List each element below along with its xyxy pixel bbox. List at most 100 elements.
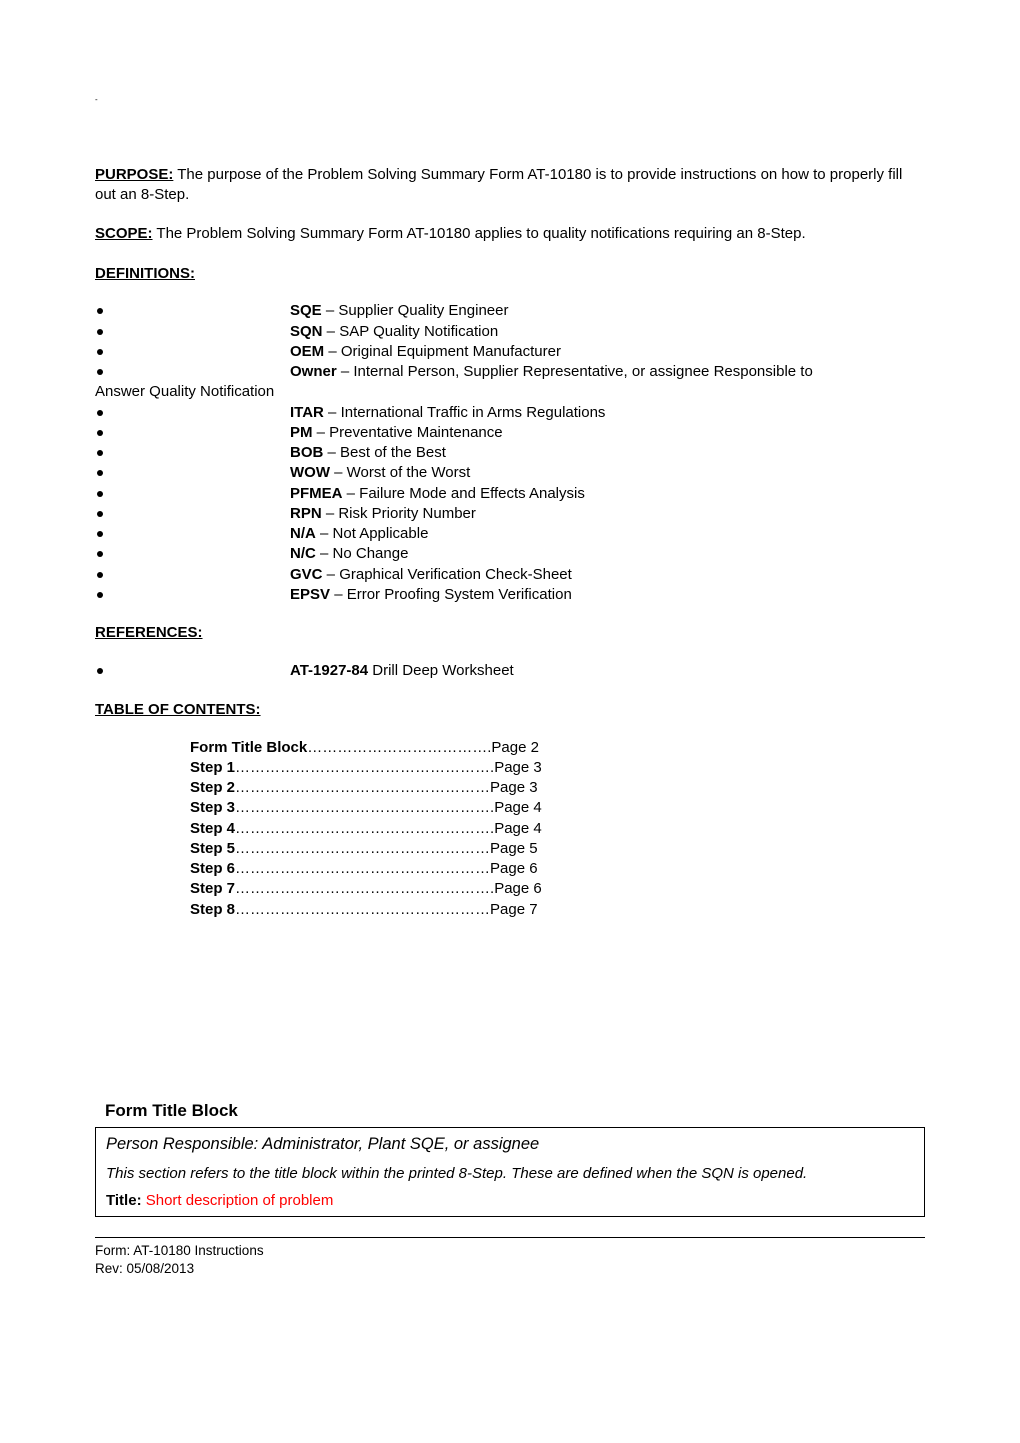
definition-term: SQE bbox=[290, 302, 322, 319]
bullet-cell bbox=[95, 565, 290, 585]
toc-dots: …………………………………………… bbox=[235, 839, 490, 859]
bullet-icon bbox=[97, 430, 103, 436]
bullet-icon bbox=[97, 668, 103, 674]
definition-text: Owner – Internal Person, Supplier Repres… bbox=[290, 362, 925, 382]
definition-item: GVC – Graphical Verification Check-Sheet bbox=[95, 565, 925, 585]
scope-paragraph: SCOPE: The Problem Solving Summary Form … bbox=[95, 224, 925, 244]
definition-term: GVC bbox=[290, 566, 323, 583]
bullet-cell bbox=[95, 443, 290, 463]
bullet-cell bbox=[95, 504, 290, 524]
toc-row: Form Title Block……………………………….Page 2 bbox=[190, 738, 925, 758]
definition-desc: – Risk Priority Number bbox=[322, 505, 476, 522]
bullet-cell bbox=[95, 342, 290, 362]
toc-row: Step 7…………………………………………….Page 6 bbox=[190, 879, 925, 899]
definition-desc: – International Traffic in Arms Regulati… bbox=[324, 404, 606, 421]
references-list: AT-1927-84 Drill Deep Worksheet bbox=[95, 661, 925, 681]
definition-text: RPN – Risk Priority Number bbox=[290, 504, 925, 524]
definition-desc: – Failure Mode and Effects Analysis bbox=[343, 485, 585, 502]
toc-page: Page 3 bbox=[490, 778, 538, 798]
table-of-contents: Form Title Block……………………………….Page 2 Step … bbox=[190, 738, 925, 920]
definition-item: OEM – Original Equipment Manufacturer bbox=[95, 342, 925, 362]
toc-dots: ………………………………. bbox=[307, 738, 491, 758]
definition-item: RPN – Risk Priority Number bbox=[95, 504, 925, 524]
definition-term: EPSV bbox=[290, 586, 330, 603]
bullet-cell bbox=[95, 403, 290, 423]
definition-text: SQE – Supplier Quality Engineer bbox=[290, 301, 925, 321]
footer-divider bbox=[95, 1237, 925, 1238]
definition-term: RPN bbox=[290, 505, 322, 522]
definition-item: ITAR – International Traffic in Arms Reg… bbox=[95, 403, 925, 423]
toc-label: Step 2 bbox=[190, 778, 235, 798]
definition-term: WOW bbox=[290, 464, 330, 481]
definition-term: SQN bbox=[290, 323, 323, 340]
toc-page: Page 7 bbox=[490, 900, 538, 920]
footer-rev: Rev: 05/08/2013 bbox=[95, 1260, 925, 1278]
form-title-block-heading: Form Title Block bbox=[105, 1100, 925, 1122]
definition-text: SQN – SAP Quality Notification bbox=[290, 322, 925, 342]
definitions-heading: DEFINITIONS: bbox=[95, 264, 925, 284]
toc-dots: ……………………………………………. bbox=[235, 758, 494, 778]
toc-dots: ……………………………………………. bbox=[235, 819, 494, 839]
definition-term: PFMEA bbox=[290, 485, 343, 502]
scope-text: The Problem Solving Summary Form AT-1018… bbox=[153, 225, 806, 242]
definition-item: N/A – Not Applicable bbox=[95, 524, 925, 544]
bullet-icon bbox=[97, 410, 103, 416]
toc-row: Step 4…………………………………………….Page 4 bbox=[190, 819, 925, 839]
toc-heading: TABLE OF CONTENTS: bbox=[95, 700, 925, 720]
bullet-icon bbox=[97, 592, 103, 598]
bullet-icon bbox=[97, 450, 103, 456]
definition-text: GVC – Graphical Verification Check-Sheet bbox=[290, 565, 925, 585]
bullet-cell bbox=[95, 301, 290, 321]
definition-desc: – Not Applicable bbox=[316, 525, 429, 542]
toc-page: Page 6 bbox=[490, 859, 538, 879]
toc-row: Step 3…………………………………………….Page 4 bbox=[190, 798, 925, 818]
title-value: Short description of problem bbox=[142, 1192, 334, 1209]
top-mark: - bbox=[95, 95, 925, 105]
reference-item: AT-1927-84 Drill Deep Worksheet bbox=[95, 661, 925, 681]
definition-text: OEM – Original Equipment Manufacturer bbox=[290, 342, 925, 362]
toc-page: Page 2 bbox=[491, 738, 539, 758]
definition-text: ITAR – International Traffic in Arms Reg… bbox=[290, 403, 925, 423]
bullet-cell bbox=[95, 524, 290, 544]
definition-desc: – No Change bbox=[316, 545, 409, 562]
toc-page: Page 5 bbox=[490, 839, 538, 859]
form-title-block-description: This section refers to the title block w… bbox=[106, 1161, 914, 1187]
definition-item: Owner – Internal Person, Supplier Repres… bbox=[95, 362, 925, 382]
bullet-cell bbox=[95, 484, 290, 504]
definition-desc: – Error Proofing System Verification bbox=[330, 586, 572, 603]
toc-page: Page 3 bbox=[494, 758, 542, 778]
definition-term: OEM bbox=[290, 343, 324, 360]
definition-desc: – SAP Quality Notification bbox=[323, 323, 499, 340]
references-heading: REFERENCES: bbox=[95, 623, 925, 643]
definition-desc: – Preventative Maintenance bbox=[313, 424, 503, 441]
toc-row: Step 8……………………………………………Page 7 bbox=[190, 900, 925, 920]
definition-item: N/C – No Change bbox=[95, 544, 925, 564]
scope-label: SCOPE: bbox=[95, 225, 153, 242]
form-title-block-box: Person Responsible: Administrator, Plant… bbox=[95, 1127, 925, 1217]
bullet-cell bbox=[95, 423, 290, 443]
purpose-label: PURPOSE: bbox=[95, 166, 173, 183]
definition-term: ITAR bbox=[290, 404, 324, 421]
purpose-text: The purpose of the Problem Solving Summa… bbox=[95, 166, 902, 203]
bullet-icon bbox=[97, 329, 103, 335]
toc-label: Step 8 bbox=[190, 900, 235, 920]
toc-label: Step 5 bbox=[190, 839, 235, 859]
bullet-icon bbox=[97, 308, 103, 314]
bullet-cell bbox=[95, 661, 290, 681]
bullet-icon bbox=[97, 369, 103, 375]
definition-term: PM bbox=[290, 424, 313, 441]
definition-desc: – Worst of the Worst bbox=[330, 464, 470, 481]
definition-desc: – Graphical Verification Check-Sheet bbox=[323, 566, 572, 583]
toc-label: Step 3 bbox=[190, 798, 235, 818]
bullet-icon bbox=[97, 572, 103, 578]
title-label: Title: bbox=[106, 1192, 142, 1209]
definition-desc: – Original Equipment Manufacturer bbox=[324, 343, 561, 360]
toc-label: Step 6 bbox=[190, 859, 235, 879]
definitions-list: SQE – Supplier Quality EngineerSQN – SAP… bbox=[95, 301, 925, 605]
definition-item: SQE – Supplier Quality Engineer bbox=[95, 301, 925, 321]
definition-item: SQN – SAP Quality Notification bbox=[95, 322, 925, 342]
definition-text: WOW – Worst of the Worst bbox=[290, 463, 925, 483]
toc-label: Step 4 bbox=[190, 819, 235, 839]
toc-label: Form Title Block bbox=[190, 738, 307, 758]
bullet-cell bbox=[95, 585, 290, 605]
